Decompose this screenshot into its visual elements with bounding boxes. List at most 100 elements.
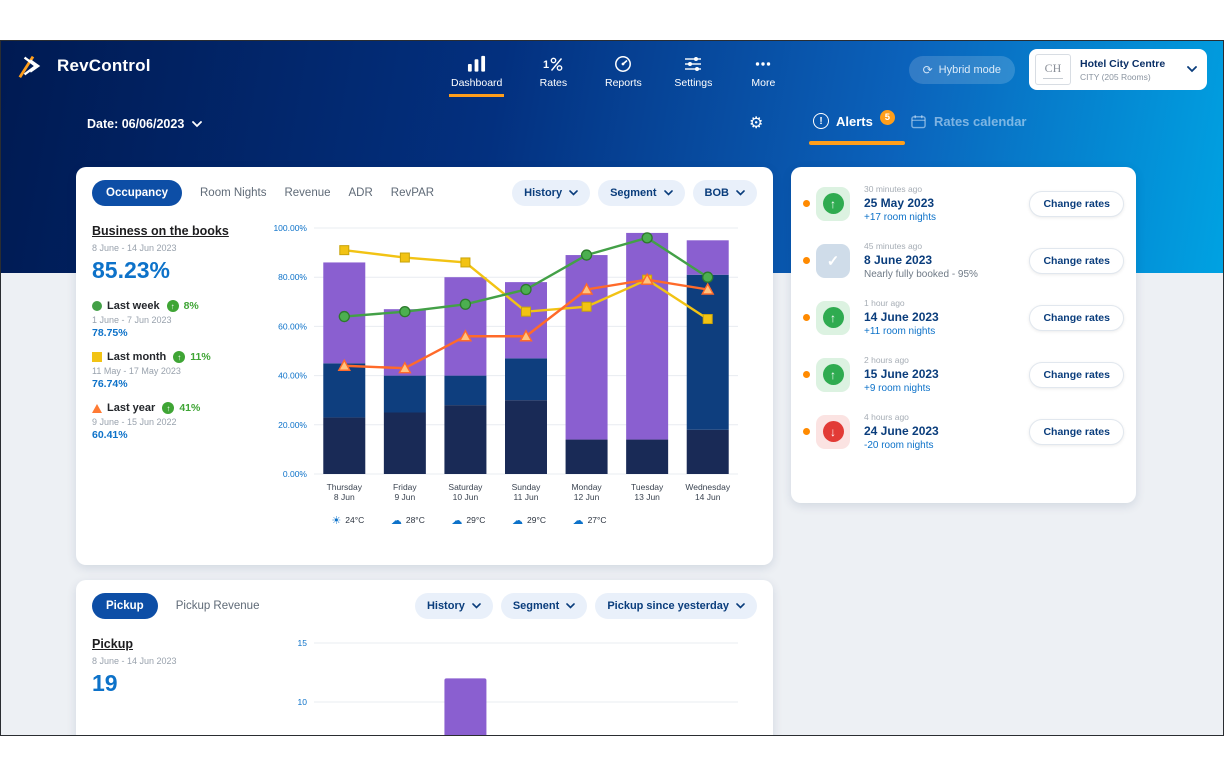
filter-label: History [426, 600, 465, 612]
tab-rates-calendar[interactable]: Rates calendar [911, 114, 1027, 129]
bob-summary: Business on the books 8 June - 14 Jun 20… [92, 216, 264, 545]
occupancy-tab-room-nights[interactable]: Room Nights [200, 187, 267, 199]
occupancy-filter-history-dropdown[interactable]: History [512, 180, 591, 206]
alert-icon: ! [813, 113, 829, 129]
occupancy-tab-revpar[interactable]: RevPAR [390, 187, 435, 199]
hybrid-mode-button[interactable]: ⟳ Hybrid mode [908, 55, 1015, 84]
dashboard-icon [467, 55, 486, 73]
chevron-down-icon [566, 603, 576, 609]
comparison-legend: Last week ↑ 8% 1 June - 7 Jun 2023 78.75… [92, 300, 264, 441]
pickup-value: 19 [92, 670, 118, 696]
bob-date-range: 8 June - 14 Jun 2023 [92, 243, 177, 253]
tab-alerts[interactable]: ! Alerts 5 [809, 109, 905, 145]
pickup-card: Pickup Pickup Revenue History Segment Picku… [76, 580, 773, 735]
pickup-filter-segment-dropdown[interactable]: Segment [500, 593, 588, 619]
nav-item-settings[interactable]: Settings [670, 41, 716, 97]
chevron-down-icon [736, 603, 745, 609]
alert-description: +17 room nights [864, 212, 936, 223]
change-rates-button[interactable]: Change rates [1029, 418, 1124, 445]
alert-description: +9 room nights [864, 383, 931, 394]
alert-description: +11 room nights [864, 326, 936, 337]
unread-dot [803, 200, 810, 207]
nav-item-dashboard[interactable]: Dashboard [447, 41, 506, 97]
hotel-logo: CH [1035, 54, 1071, 85]
change-rates-button[interactable]: Change rates [1029, 361, 1124, 388]
alert-date: 25 May 2023 [864, 196, 935, 210]
occupancy-tab-adr[interactable]: ADR [348, 187, 373, 199]
revcontrol-logo-icon [18, 55, 41, 79]
occupancy-card-filters: History Segment BOB [512, 180, 757, 206]
trend-up-icon: ↑ [162, 402, 175, 414]
svg-text:80.00%: 80.00% [278, 272, 307, 282]
comparison-date-range: 9 June - 15 Jun 2022 [92, 417, 177, 427]
alert-item: ↑ 2 hours ago 15 June 2023 +9 room night… [801, 346, 1126, 403]
nav-item-label: Reports [604, 77, 642, 89]
hotel-name: Hotel City Centre [1080, 57, 1166, 70]
pickup-tab-pickup-revenue[interactable]: Pickup Revenue [175, 600, 260, 612]
pickup-summary: Pickup 8 June - 14 Jun 2023 19 [92, 629, 264, 735]
up-arrow-icon: ↑ [816, 357, 850, 392]
brand-logo[interactable]: RevControl [17, 53, 151, 79]
pickup-tab-pickup[interactable]: Pickup [92, 593, 158, 619]
change-rates-button[interactable]: Change rates [1029, 190, 1124, 217]
up-arrow-icon: ↑ [816, 300, 850, 335]
occupancy-filter-bob-dropdown[interactable]: BOB [692, 180, 757, 206]
alert-description: -20 room nights [864, 440, 934, 451]
calendar-icon [911, 115, 926, 129]
filter-label: History [524, 187, 563, 199]
comparison-date-range: 11 May - 17 May 2023 [92, 366, 181, 376]
occupancy-chart: 0.00% 20.00% 40.00% 60.00% 80.00% 100.00% Thur… [273, 223, 738, 527]
nav-item-reports[interactable]: Reports [600, 41, 646, 97]
alert-text: 2 hours ago 15 June 2023 +9 room nights [864, 355, 1029, 394]
trend-up-icon: ↑ [173, 351, 186, 363]
gear-icon[interactable]: ⚙ [749, 115, 764, 132]
pickup-chart-wrap: 15 10 [264, 629, 761, 735]
svg-text:1: 1 [543, 59, 549, 71]
date-selector[interactable]: Date: 06/06/2023 [87, 117, 203, 131]
comparison-last-year: Last year ↑ 41% 9 June - 15 Jun 2022 60.… [92, 402, 264, 441]
svg-text:15: 15 [298, 638, 308, 648]
rates-icon: 1 [543, 55, 563, 73]
pickup-date-range: 8 June - 14 Jun 2023 [92, 656, 177, 666]
nav-item-rates[interactable]: 1 Rates [530, 41, 576, 97]
alert-item: ↑ 30 minutes ago 25 May 2023 +17 room ni… [801, 175, 1126, 232]
alert-time: 45 minutes ago [864, 241, 923, 251]
filter-label: Pickup since yesterday [607, 600, 729, 612]
unread-dot [803, 257, 810, 264]
pickup-filter-pickup-since-yesterday-dropdown[interactable]: Pickup since yesterday [595, 593, 757, 619]
settings-icon [684, 55, 702, 73]
down-arrow-icon: ↓ [816, 414, 850, 449]
occupancy-filter-segment-dropdown[interactable]: Segment [598, 180, 685, 206]
hotel-logo-text: CH [1044, 60, 1062, 75]
hotel-text: Hotel City Centre CITY (205 Rooms) [1080, 58, 1165, 82]
alert-item: ↑ 1 hour ago 14 June 2023 +11 room night… [801, 289, 1126, 346]
occupancy-tab-revenue[interactable]: Revenue [284, 187, 331, 199]
toolbar: Date: 06/06/2023 ⚙ ! Alerts 5 Rates cale… [1, 97, 1223, 167]
alert-item: ↓ 4 hours ago 24 June 2023 -20 room nigh… [801, 403, 1126, 460]
alert-description: Nearly fully booked - 95% [864, 269, 978, 280]
hotel-selector[interactable]: CH Hotel City Centre CITY (205 Rooms) [1029, 49, 1207, 90]
alert-date: 8 June 2023 [864, 253, 933, 267]
nav-item-label: Dashboard [451, 77, 503, 89]
comparison-value: 76.74% [92, 378, 128, 390]
alert-text: 4 hours ago 24 June 2023 -20 room nights [864, 412, 1029, 451]
filter-label: Segment [610, 187, 657, 199]
comparison-delta: 11% [190, 351, 211, 363]
top-navigation: RevControl Dashboard 1 Rates Reports Set… [1, 41, 1223, 97]
nav-item-more[interactable]: More [740, 41, 786, 97]
pickup-title: Pickup [92, 637, 133, 651]
pickup-card-filters: History Segment Pickup since yesterday [414, 593, 757, 619]
alert-text: 1 hour ago 14 June 2023 +11 room nights [864, 298, 1029, 337]
bob-title: Business on the books [92, 224, 229, 238]
comparison-label: Last month [107, 351, 167, 363]
svg-text:29°C: 29°C [527, 515, 546, 525]
nav-right-cluster: ⟳ Hybrid mode CH Hotel City Centre CITY … [908, 49, 1207, 90]
change-rates-button[interactable]: Change rates [1029, 304, 1124, 331]
occupancy-tab-occupancy[interactable]: Occupancy [92, 180, 182, 206]
pickup-filter-history-dropdown[interactable]: History [414, 593, 493, 619]
cloud-icon: ☁ [451, 515, 462, 527]
change-rates-button[interactable]: Change rates [1029, 247, 1124, 274]
